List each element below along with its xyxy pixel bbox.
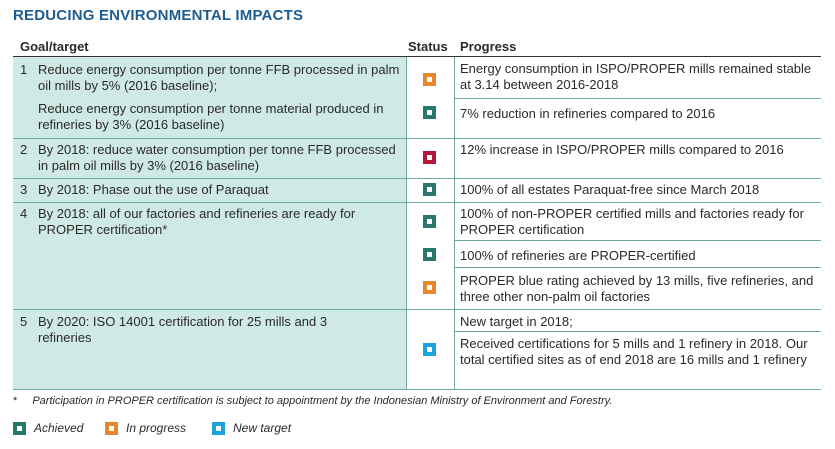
goal-text: By 2018: reduce water consumption per to… bbox=[38, 142, 396, 173]
status-new-target-icon bbox=[423, 343, 436, 356]
goal-number: 5 bbox=[20, 314, 28, 329]
progress-text: 100% of non-PROPER certified mills and f… bbox=[460, 206, 804, 237]
legend-achieved-icon bbox=[13, 421, 26, 435]
status-achieved-icon bbox=[423, 248, 436, 261]
progress-text: Energy consumption in ISPO/PROPER mills … bbox=[460, 61, 812, 92]
column-divider bbox=[454, 57, 455, 389]
goal-number: 3 bbox=[20, 182, 28, 197]
footnote-marker: * bbox=[13, 395, 18, 407]
row-divider bbox=[13, 178, 821, 179]
goal-cell-group-2 bbox=[13, 139, 406, 178]
goal-text: Reduce energy consumption per tonne FFB … bbox=[38, 62, 400, 93]
goal-cell-group-1 bbox=[13, 57, 406, 138]
goal-cell-group-5 bbox=[13, 310, 406, 389]
legend-label: Achieved bbox=[34, 421, 84, 435]
progress-text: PROPER blue rating achieved by 13 mills,… bbox=[460, 273, 814, 304]
row-divider bbox=[13, 138, 821, 139]
progress-text: 12% increase in ISPO/PROPER mills compar… bbox=[460, 142, 784, 157]
footnote: * Participation in PROPER certification … bbox=[13, 395, 612, 407]
header-divider bbox=[13, 56, 821, 57]
header-status: Status bbox=[408, 39, 448, 54]
row-divider bbox=[13, 389, 821, 390]
goal-cell-group-4 bbox=[13, 203, 406, 309]
goal-number: 4 bbox=[20, 206, 28, 221]
progress-text: 100% of all estates Paraquat-free since … bbox=[460, 182, 760, 197]
header-progress: Progress bbox=[460, 39, 517, 54]
progress-text: 100% of refineries are PROPER-certified bbox=[460, 248, 696, 263]
legend-new-target: New target bbox=[212, 421, 291, 435]
status-in-progress-icon bbox=[423, 281, 436, 294]
progress-text: 7% reduction in refineries compared to 2… bbox=[460, 106, 716, 121]
status-achieved-icon bbox=[423, 183, 436, 196]
status-achieved-icon bbox=[423, 215, 436, 228]
progress-text: Received certifications for 5 mills and … bbox=[460, 336, 808, 367]
progress-divider bbox=[454, 98, 821, 99]
goal-text: Reduce energy consumption per tonne mate… bbox=[38, 101, 384, 132]
status-achieved-icon bbox=[423, 106, 436, 119]
header-goal: Goal/target bbox=[20, 39, 89, 54]
legend-label: In progress bbox=[126, 421, 187, 435]
page-title: REDUCING ENVIRONMENTAL IMPACTS bbox=[13, 7, 304, 24]
legend-in-progress: In progress bbox=[105, 421, 186, 435]
legend-label: New target bbox=[233, 421, 292, 435]
column-divider bbox=[406, 57, 407, 389]
progress-text: New target in 2018; bbox=[460, 314, 573, 329]
row-divider bbox=[13, 309, 821, 310]
legend-achieved: Achieved bbox=[13, 421, 83, 435]
progress-divider bbox=[454, 240, 821, 241]
goal-text: By 2018: all of our factories and refine… bbox=[38, 206, 356, 237]
row-divider bbox=[13, 202, 821, 203]
progress-divider bbox=[454, 267, 821, 268]
goal-cell-group-3 bbox=[13, 179, 406, 202]
goal-number: 1 bbox=[20, 62, 28, 77]
progress-divider bbox=[454, 331, 821, 332]
status-not-achieved-icon bbox=[423, 151, 436, 164]
goal-text: By 2018: Phase out the use of Paraquat bbox=[38, 182, 269, 197]
goal-text: By 2020: ISO 14001 certification for 25 … bbox=[38, 314, 328, 345]
goal-number: 2 bbox=[20, 142, 28, 157]
legend-in-progress-icon bbox=[105, 421, 118, 435]
legend-new-target-icon bbox=[212, 421, 225, 435]
footnote-text: Participation in PROPER certification is… bbox=[32, 395, 613, 407]
status-in-progress-icon bbox=[423, 73, 436, 86]
